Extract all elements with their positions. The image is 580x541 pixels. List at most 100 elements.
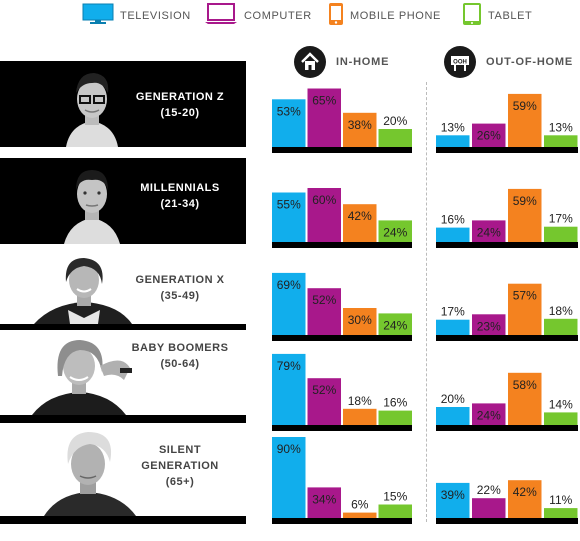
legend-label-mobile-phone: MOBILE PHONE [350,10,441,22]
bar-value-label: 17% [441,305,465,319]
portrait-image [32,340,132,415]
bar-value-label: 16% [441,213,465,227]
generation-name: BABY BOOMERS [131,342,229,354]
legend: TELEVISION COMPUTER MOBILE PHONE [0,0,580,34]
bar-mobile-phone [508,283,542,335]
bar-mobile-phone [343,308,377,335]
generation-row-gen-z: GENERATION Z (15-20) [0,61,246,147]
bar-baseline [436,147,578,153]
out-of-home-label: OUT-OF-HOME [486,56,574,68]
bar-computer [307,487,341,518]
bar-computer [307,188,341,242]
generation-row-millennials: MILLENNIALS (21-34) [0,158,246,244]
generation-name: GENERATION Z [135,91,225,103]
bar-value-label: 18% [549,304,573,318]
bar-mobile-phone [343,112,377,147]
legend-item-computer: COMPUTER [204,2,312,28]
tablet-icon [462,2,482,31]
legend-label-television: TELEVISION [120,10,191,22]
portrait-image [44,432,136,516]
generation-label: GENERATION Z (15-20) [120,89,240,121]
generation-name: SILENT [158,444,202,456]
generation-row-baby-boomers: BABY BOOMERS (50-64) [0,330,246,423]
generation-name-line2: GENERATION [141,460,219,472]
bar-value-label: 52% [312,383,336,397]
bar-value-label: 14% [549,397,573,411]
bar-value-label: 24% [477,408,501,422]
bar-mobile-phone [343,512,377,518]
bar-computer [307,378,341,425]
legend-item-mobile-phone: MOBILE PHONE [328,2,441,31]
bar-computer [472,314,506,335]
bar-value-label: 79% [277,359,301,373]
bar-value-label: 13% [549,120,573,134]
bar-baseline [436,425,578,431]
bar-value-label: 60% [312,193,336,207]
bar-baseline [272,425,412,431]
generation-ages: (21-34) [160,198,200,210]
bar-television [436,407,470,425]
generation-name: MILLENNIALS [140,182,220,194]
generation-label: MILLENNIALS (21-34) [120,180,240,212]
bar-value-label: 52% [312,293,336,307]
bar-value-label: 42% [513,485,537,499]
bar-tablet [378,129,412,147]
bar-television [272,437,306,518]
in-home-header: IN-HOME [294,46,389,78]
bar-television [436,227,470,242]
bar-value-label: 13% [441,120,465,134]
bar-value-label: 17% [549,212,573,226]
bar-baseline [436,518,578,524]
bar-television [436,135,470,147]
bar-value-label: 39% [441,488,465,502]
generation-row-silent-generation: SILENT GENERATION (65+) [0,424,246,524]
generation-ages: (15-20) [160,107,200,119]
bar-value-label: 59% [513,99,537,113]
bar-value-label: 22% [477,483,501,497]
bar-baseline [272,242,412,248]
bar-baseline [272,147,412,153]
column-divider [426,82,427,522]
in-home-label: IN-HOME [336,56,390,68]
bar-television [436,319,470,335]
bar-value-label: 34% [312,492,336,506]
bar-mobile-phone [508,93,542,147]
bar-value-label: 65% [312,94,336,108]
bar-tablet [544,318,578,335]
billboard-icon: OOH [444,46,476,78]
bar-tablet [544,412,578,425]
bar-television [272,99,306,147]
bar-computer [472,403,506,425]
bar-baseline [272,335,412,341]
bar-value-label: 42% [348,209,372,223]
generation-label: BABY BOOMERS (50-64) [120,340,240,372]
bar-computer [307,288,341,335]
bar-tablet [544,508,578,518]
bar-mobile-phone [508,188,542,242]
bar-tablet [378,313,412,335]
bar-mobile-phone [343,204,377,242]
bar-value-label: 15% [383,490,407,504]
bar-mobile-phone [508,480,542,518]
generation-ages: (50-64) [160,358,200,370]
bar-television [436,482,470,518]
bar-value-label: 20% [383,114,407,128]
legend-label-computer: COMPUTER [244,10,312,22]
portrait-image [64,170,120,244]
bar-tablet [378,410,412,425]
portrait-image [34,258,132,324]
generation-label: SILENT GENERATION (65+) [120,442,240,490]
bar-computer [307,88,341,147]
bar-value-label: 18% [348,394,372,408]
bar-computer [472,123,506,147]
home-icon [294,46,326,78]
bar-tablet [378,220,412,242]
bar-television [272,353,306,425]
bar-computer [472,498,506,518]
out-of-home-header: OOH OUT-OF-HOME [444,46,573,78]
bar-value-label: 26% [477,129,501,143]
legend-item-television: TELEVISION [82,3,191,28]
mobile-phone-icon [328,2,344,31]
bar-value-label: 38% [348,118,372,132]
